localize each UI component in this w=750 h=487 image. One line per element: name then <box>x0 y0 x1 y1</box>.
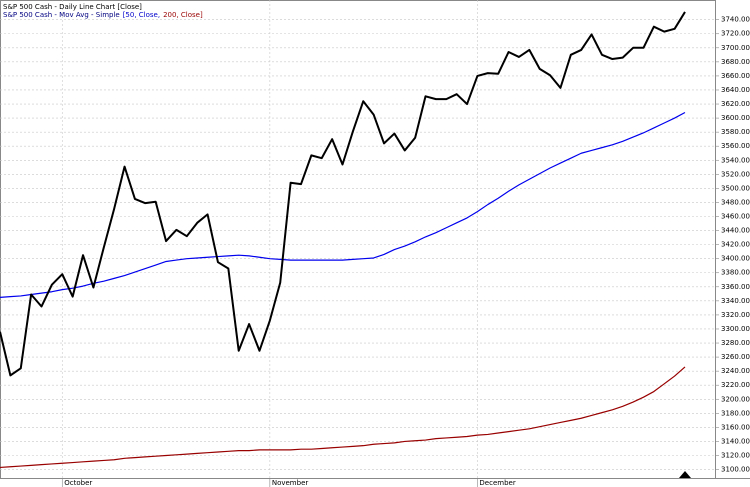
y-tick-label: 3700.000 <box>721 44 750 52</box>
x-tick-label: November <box>272 479 309 487</box>
y-tick-label: 3560.000 <box>721 142 750 150</box>
y-tick-label: 3300.000 <box>721 325 750 333</box>
y-tick-label: 3680.000 <box>721 58 750 66</box>
y-tick-label: 3340.000 <box>721 297 750 305</box>
y-tick-label: 3240.000 <box>721 367 750 375</box>
y-tick-label: 3400.000 <box>721 255 750 263</box>
y-tick-label: 3720.000 <box>721 30 750 38</box>
legend-part: 200, Close] <box>163 11 203 19</box>
y-tick-label: 3480.000 <box>721 198 750 206</box>
y-tick-label: 3220.000 <box>721 381 750 389</box>
series-line <box>0 111 686 298</box>
x-tick-label: December <box>479 479 515 487</box>
y-tick-label: 3740.000 <box>721 16 750 24</box>
y-tick-label: 3520.000 <box>721 170 750 178</box>
series-line <box>0 11 686 377</box>
y-tick-label: 3500.000 <box>721 184 750 192</box>
legend-part: S&P 500 Cash - Mov Avg - Simple <box>3 11 120 19</box>
y-tick-label: 3460.000 <box>721 213 750 221</box>
chart-title: S&P 500 Cash - Daily Line Chart [Close] <box>3 3 142 11</box>
y-tick-label: 3440.000 <box>721 227 750 235</box>
y-tick-label: 3180.000 <box>721 409 750 417</box>
y-tick-label: 3660.000 <box>721 72 750 80</box>
y-tick-label: 3320.000 <box>721 311 750 319</box>
y-tick-label: 3640.000 <box>721 86 750 94</box>
y-tick-label: 3120.000 <box>721 452 750 460</box>
y-tick-label: 3160.000 <box>721 423 750 431</box>
y-tick-label: 3260.000 <box>721 353 750 361</box>
y-tick-label: 3600.000 <box>721 114 750 122</box>
y-tick-label: 3140.000 <box>721 437 750 445</box>
series-line <box>0 366 686 469</box>
legend-part: [50, Close, <box>123 11 160 19</box>
y-tick-label: 3620.000 <box>721 100 750 108</box>
marker <box>679 471 691 478</box>
y-tick-label: 3380.000 <box>721 269 750 277</box>
y-tick-label: 3580.000 <box>721 128 750 136</box>
legend: S&P 500 Cash - Mov Avg - Simple [50, Clos… <box>3 11 203 19</box>
y-tick-label: 3420.000 <box>721 241 750 249</box>
y-tick-label: 3100.000 <box>721 466 750 474</box>
y-tick-label: 3540.000 <box>721 156 750 164</box>
y-tick-label: 3360.000 <box>721 283 750 291</box>
plot-frame <box>0 0 716 479</box>
y-tick-label: 3200.000 <box>721 395 750 403</box>
y-tick-label: 3280.000 <box>721 339 750 347</box>
x-tick-label: October <box>64 479 92 487</box>
